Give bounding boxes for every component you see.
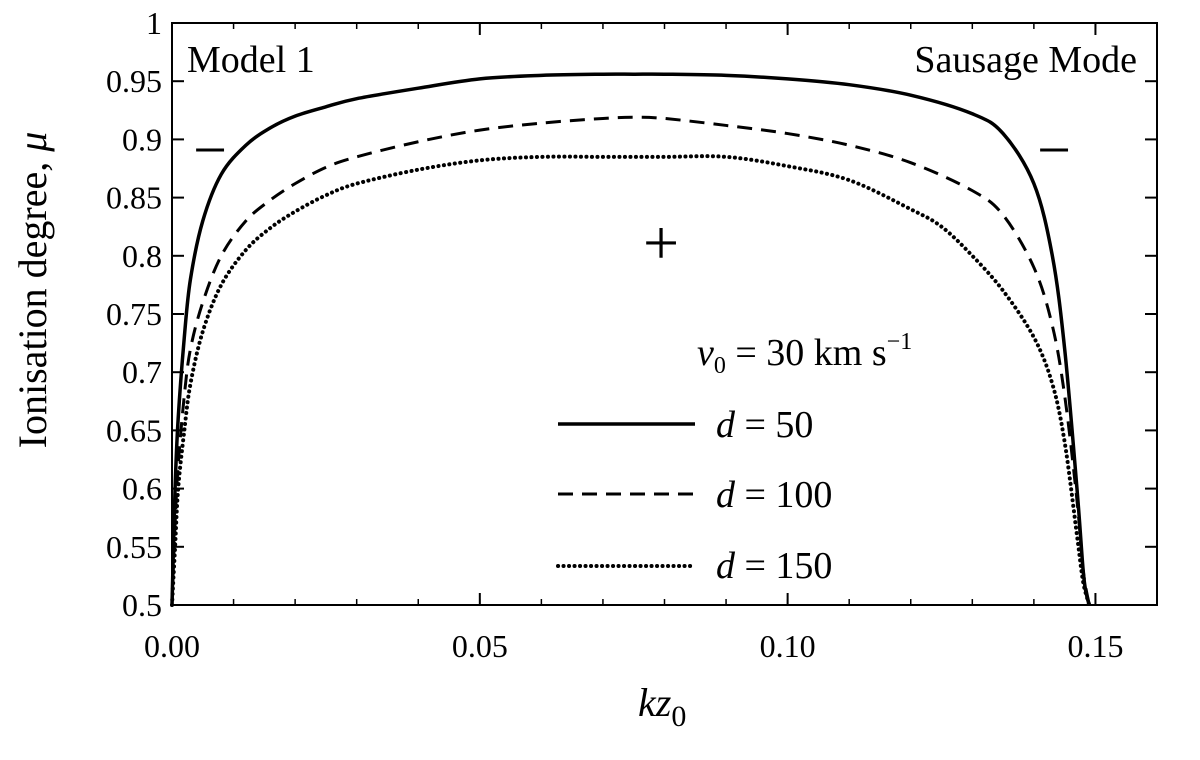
x-tick-label-1: 0.05: [452, 628, 508, 664]
y-tick-label-6: 0.8: [122, 238, 162, 274]
y-tick-label-9: 0.95: [106, 63, 162, 99]
y-tick-label-8: 0.9: [122, 121, 162, 157]
legend-label-d150: d = 150: [716, 545, 832, 587]
y-axis-title-symbol: μ: [10, 132, 55, 153]
y-tick-label-3: 0.65: [106, 412, 162, 448]
y-tick-label-10: 1: [146, 5, 162, 41]
legend-label-d150-var: d: [716, 545, 736, 587]
y-tick-label-2: 0.6: [122, 471, 162, 507]
series-line-dashed: [170, 115, 1091, 606]
y-axis-title: Ionisation degree, μ: [10, 132, 55, 449]
legend-label-d100-var: d: [716, 474, 736, 516]
y-tick-label-1: 0.55: [106, 529, 162, 565]
x-tick-label-0: 0.00: [144, 628, 200, 664]
legend: v0 = 30 km s−1 d = 50 d = 100 d = 150: [556, 329, 912, 587]
legend-label-d100: d = 100: [716, 474, 832, 516]
legend-header-var: v: [697, 332, 714, 374]
x-axis-title-main: kz: [638, 680, 672, 725]
y-ticks: 0.5 0.55 0.6 0.65 0.7 0.75 0.8 0.85 0.9 0.95 1: [106, 5, 1157, 623]
x-tick-label-2: 0.10: [760, 628, 816, 664]
left-minus-marker: −: [193, 117, 227, 183]
legend-label-d50-value: = 50: [735, 404, 813, 446]
y-tick-label-7: 0.85: [106, 180, 162, 216]
y-tick-label-5: 0.75: [106, 296, 162, 332]
legend-header-sup: −1: [887, 329, 913, 355]
legend-label-d50-var: d: [716, 404, 736, 446]
x-axis-title: kz0: [638, 680, 686, 733]
series-line-dotted: [170, 154, 1092, 607]
y-tick-label-4: 0.7: [122, 354, 162, 390]
legend-header: v0 = 30 km s−1: [697, 329, 912, 379]
x-axis-title-sub: 0: [671, 700, 686, 733]
center-plus-marker: +: [643, 207, 679, 278]
series-layer: [170, 72, 1092, 607]
y-tick-label-0: 0.5: [122, 587, 162, 623]
mode-label: Sausage Mode: [914, 39, 1137, 81]
model-label: Model 1: [187, 39, 315, 81]
legend-label-d150-value: = 150: [735, 545, 832, 587]
legend-header-eq: = 30 km s: [726, 332, 887, 374]
series-line-solid: [170, 72, 1091, 606]
x-ticks: 0.00 0.05 0.10 0.15: [144, 23, 1158, 664]
legend-label-d100-value: = 100: [735, 474, 832, 516]
y-axis-title-text: Ionisation degree,: [10, 152, 55, 449]
x-tick-label-3: 0.15: [1067, 628, 1123, 664]
legend-header-sub: 0: [714, 353, 726, 379]
legend-label-d50: d = 50: [716, 404, 813, 446]
right-minus-marker: −: [1037, 117, 1071, 183]
